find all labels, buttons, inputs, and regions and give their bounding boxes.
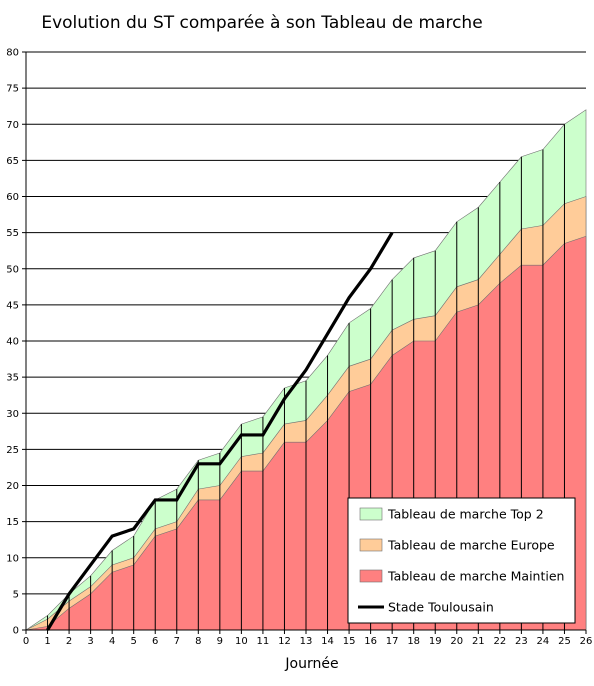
line-series-stade-toulousain bbox=[46, 231, 394, 631]
x-axis-label: Journée bbox=[284, 656, 338, 672]
x-tick-label: 24 bbox=[537, 636, 550, 647]
x-tick-label: 14 bbox=[321, 636, 334, 647]
legend-swatch bbox=[359, 507, 383, 521]
y-tick-label: 15 bbox=[6, 517, 19, 528]
x-tick-label: 19 bbox=[429, 636, 442, 647]
x-tick-label: 3 bbox=[87, 636, 93, 647]
x-tick-label: 18 bbox=[407, 636, 420, 647]
chart-title: Evolution du ST comparée à son Tableau d… bbox=[41, 13, 482, 33]
x-tick-label: 7 bbox=[174, 636, 180, 647]
x-tick-labels: 0 1 2 3 4 5 6 7 8 9 10 11 12 13 14 15 16 17 18 19 20 21 22 23 24… bbox=[23, 636, 593, 647]
y-tick-label: 5 bbox=[13, 589, 19, 600]
day-dividers bbox=[47, 124, 565, 630]
legend-label: Tableau de marche Maintien bbox=[387, 569, 564, 584]
x-tick-label: 6 bbox=[152, 636, 158, 647]
x-tick-label: 2 bbox=[66, 636, 72, 647]
legend-label: Stade Toulousain bbox=[388, 600, 494, 615]
x-tick-label: 22 bbox=[493, 636, 506, 647]
y-tick-label: 70 bbox=[6, 120, 19, 131]
x-tick-label: 5 bbox=[131, 636, 137, 647]
legend-box bbox=[347, 497, 576, 624]
y-tick-label: 20 bbox=[6, 481, 19, 492]
y-tick-label: 55 bbox=[6, 228, 19, 239]
axes bbox=[22, 51, 587, 634]
x-tick-label: 13 bbox=[300, 636, 313, 647]
x-tick-label: 12 bbox=[278, 636, 291, 647]
legend-label: Tableau de marche Top 2 bbox=[387, 507, 544, 522]
x-tick-label: 8 bbox=[195, 636, 201, 647]
x-tick-label: 11 bbox=[257, 636, 270, 647]
y-tick-label: 60 bbox=[6, 192, 19, 203]
y-tick-labels: 0 5 10 15 20 25 30 35 40 45 50 55 60 65 70 75 80 bbox=[6, 48, 19, 637]
legend-swatch bbox=[359, 538, 383, 552]
x-tick-label: 16 bbox=[364, 636, 377, 647]
x-tick-label: 21 bbox=[472, 636, 485, 647]
legend-label: Tableau de marche Europe bbox=[387, 538, 555, 553]
x-tick-label: 15 bbox=[343, 636, 356, 647]
y-tick-label: 35 bbox=[6, 373, 19, 384]
y-tick-label: 50 bbox=[6, 264, 19, 275]
y-tick-label: 30 bbox=[6, 409, 19, 420]
y-tick-label: 45 bbox=[6, 300, 19, 311]
y-tick-label: 10 bbox=[6, 553, 19, 564]
y-tick-label: 80 bbox=[6, 48, 19, 59]
y-tick-label: 65 bbox=[6, 156, 19, 167]
y-tick-label: 0 bbox=[13, 626, 19, 637]
x-tick-label: 9 bbox=[217, 636, 223, 647]
y-tick-label: 40 bbox=[6, 337, 19, 348]
x-tick-label: 10 bbox=[235, 636, 248, 647]
x-tick-label: 25 bbox=[558, 636, 571, 647]
y-tick-label: 75 bbox=[6, 84, 19, 95]
x-tick-label: 26 bbox=[580, 636, 593, 647]
x-tick-label: 17 bbox=[386, 636, 399, 647]
legend-swatch bbox=[359, 569, 383, 583]
x-tick-label: 20 bbox=[450, 636, 463, 647]
y-tick-label: 25 bbox=[6, 445, 19, 456]
x-tick-label: 1 bbox=[44, 636, 50, 647]
x-tick-label: 23 bbox=[515, 636, 528, 647]
legend: Tableau de marche Top 2 Tableau de marche… bbox=[347, 497, 576, 624]
line-series-group bbox=[46, 231, 394, 631]
x-tick-label: 0 bbox=[23, 636, 29, 647]
x-tick-label: 4 bbox=[109, 636, 115, 647]
